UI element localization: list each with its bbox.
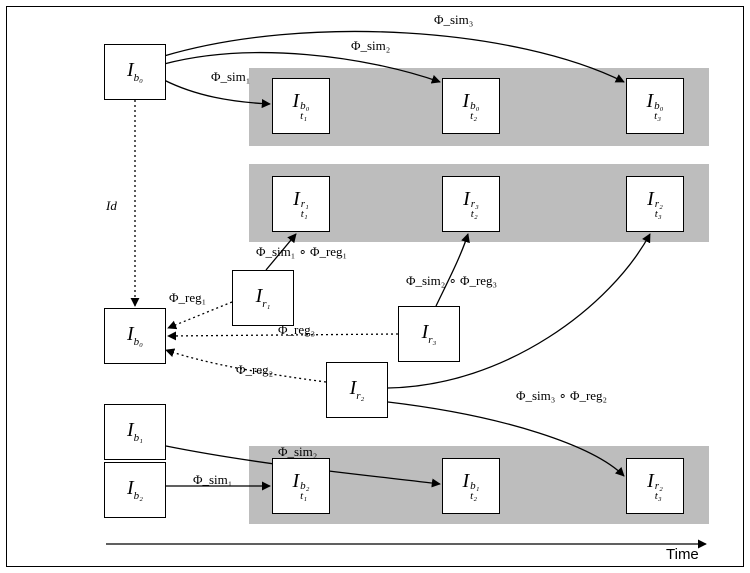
node-Ir3t2: Ir₃t₂ <box>442 176 500 232</box>
time-axis-label: Time <box>666 546 699 563</box>
node-Ir1t1: Ir₁t₁ <box>272 176 330 232</box>
label-e-sim1-top: Φ_sim₁ <box>211 69 250 85</box>
label-e-sim2-top: Φ_sim₂ <box>351 38 390 54</box>
label-e-reg3: Φ_reg₃ <box>278 322 315 338</box>
node-Ib0t2: Ib₀t₂ <box>442 78 500 134</box>
node-Ib2: Ib₂ <box>104 462 166 518</box>
node-Ir1: Ir₁ <box>232 270 294 326</box>
node-Ib0-mid: Ib₀ <box>104 308 166 364</box>
label-e-id: Id <box>106 198 117 214</box>
node-Ib0t3: Ib₀t₃ <box>626 78 684 134</box>
node-Ir2: Ir₂ <box>326 362 388 418</box>
label-e-b2-t1: Φ_sim₁ <box>193 472 232 488</box>
node-Ib1: Ib₁ <box>104 404 166 460</box>
label-e-r3-t2: Φ_sim₂ ∘ Φ_reg₃ <box>406 273 497 289</box>
node-Ib2t1: Ib₂t₁ <box>272 458 330 514</box>
label-e-r2-t3: Φ_sim₃ ∘ Φ_reg₂ <box>516 388 607 404</box>
node-Ib0-top: Ib₀ <box>104 44 166 100</box>
e-r3-t2 <box>436 234 468 306</box>
label-e-r1-t1: Φ_sim₁ ∘ Φ_reg₁ <box>256 244 347 260</box>
label-e-reg1: Φ_reg₁ <box>169 290 206 306</box>
label-e-sim3-top: Φ_sim₃ <box>434 12 473 28</box>
e-r2-t3b <box>388 402 624 476</box>
node-Ir3: Ir₃ <box>398 306 460 362</box>
node-Ib0t1: Ib₀t₁ <box>272 78 330 134</box>
node-Ir2t3b: Ir₂t₃ <box>626 458 684 514</box>
label-e-b1-t2: Φ_sim₂ <box>278 444 317 460</box>
node-Ir2t3: Ir₂t₃ <box>626 176 684 232</box>
label-e-reg2: Φ_reg₂ <box>236 362 273 378</box>
node-Ib1t2: Ib₁t₂ <box>442 458 500 514</box>
